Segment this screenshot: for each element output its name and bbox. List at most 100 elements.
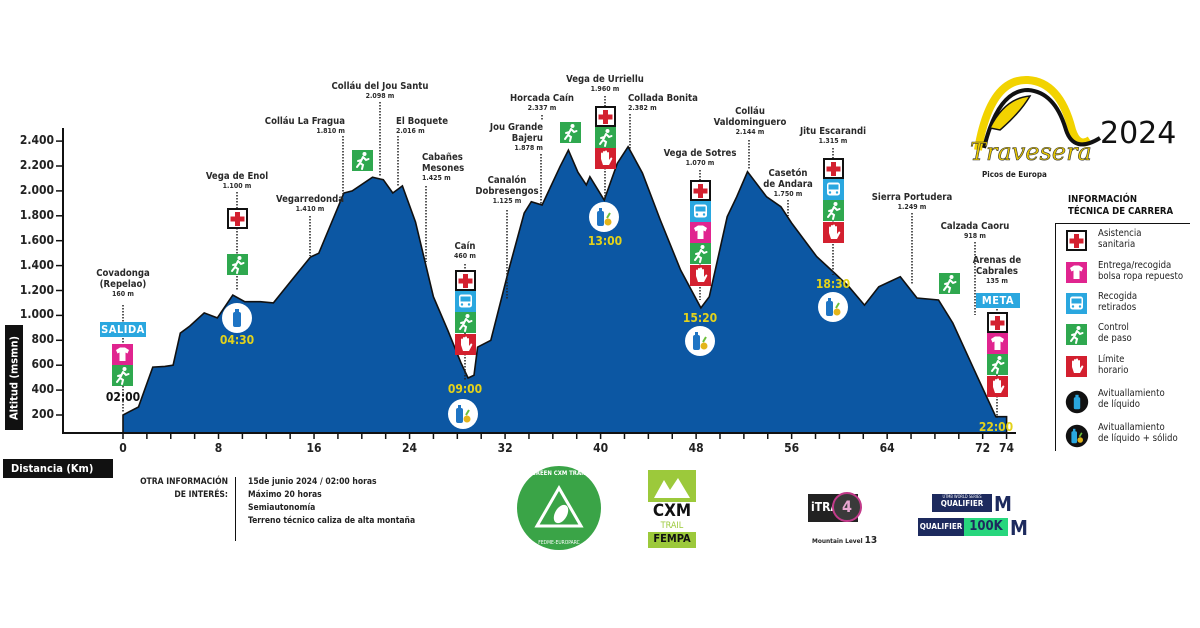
x-tick-label: 40	[593, 441, 609, 455]
liquid-icon	[1065, 390, 1089, 414]
waypoint-elevation: 1.750 m	[773, 190, 803, 198]
water-and-food-icon	[685, 326, 715, 356]
info-heading: OTRA INFORMACIÓN DE INTERÉS:	[140, 477, 228, 500]
x-tick-label: 48	[688, 441, 704, 455]
itra-level: 4	[832, 492, 862, 522]
waypoint-elevation: 1.425 m	[422, 174, 451, 182]
bus-icon	[1066, 293, 1087, 314]
y-tick-label: 1.000	[19, 307, 54, 322]
runner-icon	[595, 127, 616, 148]
waypoint-name: Vegarredonda	[276, 194, 344, 205]
waypoint-elevation: 1.125 m	[492, 197, 522, 205]
y-tick-label: 400	[31, 382, 54, 397]
waypoint-label: Cabañes Mesones 1.425 m	[422, 152, 464, 183]
solid-icon	[1065, 424, 1089, 448]
info-line-max: Máximo 20 horas	[248, 490, 322, 500]
waypoint-label: Covadonga (Repelao) 160 m	[68, 268, 178, 299]
info-line-autonomy: Semiautonomía	[248, 503, 316, 513]
waypoint-elevation: 1.410 m	[295, 205, 325, 213]
waypoint-name: Jou Grande Bajeru	[489, 122, 543, 144]
medical-icon	[595, 106, 616, 127]
y-tick-label: 1.200	[19, 282, 54, 297]
waypoint-elevation: 1.249 m	[897, 203, 927, 211]
hand-icon	[455, 334, 476, 355]
waypoint-elevation: 1.070 m	[685, 159, 715, 167]
runner-icon	[227, 254, 248, 275]
y-tick-label: 200	[31, 407, 54, 421]
x-axis-title: Distancia (Km)	[3, 459, 113, 478]
waypoint-name: Vega de Enol	[205, 171, 269, 182]
shirt-icon	[987, 333, 1008, 354]
y-axis-title: Altitud (msmn)	[5, 325, 23, 430]
itra-caption: Mountain Level 13	[812, 535, 877, 546]
waypoint-label: Vega de Sotres 1.070 m	[645, 148, 755, 168]
waypoint-elevation: 1.960 m	[590, 85, 620, 93]
legend-item-label: Recogida retirados	[1098, 291, 1138, 313]
legend-item-label: Avituallamiento de líquido	[1098, 388, 1165, 410]
y-tick-label: 2.000	[19, 182, 54, 197]
waypoint-elevation: 460 m	[454, 252, 476, 260]
waypoint-elevation: 1.810 m	[316, 127, 345, 135]
checkpoint-time: 22:00	[978, 420, 1014, 434]
itra-logo: iTRA 4	[808, 492, 862, 522]
checkpoint-time: 04:30	[219, 333, 255, 347]
x-tick-label: 8	[214, 441, 223, 455]
x-tick-label: 16	[306, 441, 322, 455]
water-bottle-icon	[222, 303, 252, 333]
cxm-text: CXM	[652, 501, 692, 521]
legend-item-label: Control de paso	[1098, 322, 1132, 344]
itra-caption-number: 13	[864, 535, 878, 546]
x-tick-label: 72	[975, 441, 991, 455]
waypoint-label: Jou Grande Bajeru 1.878 m	[489, 122, 543, 153]
waypoint-label: Vega de Enol 1.100 m	[182, 171, 292, 191]
shirt-icon	[690, 222, 711, 243]
waypoint-elevation: 1.315 m	[818, 137, 848, 145]
green-cxm-top-text: GREEN CXM TRAIL	[531, 470, 587, 477]
waypoint-name: Colláu La Fragua	[264, 116, 345, 127]
waypoint-name: Canalón Dobresengos	[475, 175, 539, 197]
travesera-sub: Picos de Europa	[982, 170, 1047, 179]
runner-icon	[1066, 324, 1087, 345]
travesera-logo-graphic	[974, 75, 1102, 151]
y-tick-label: 2.200	[19, 158, 54, 172]
leaf-triangle-icon	[534, 485, 584, 528]
start-badge: SALIDA	[100, 322, 146, 337]
waypoint-label: Colláu del Jou Santu 2.098 m	[325, 81, 435, 101]
info-line-terrain: Terreno técnico caliza de alta montaña	[248, 516, 416, 526]
y-tick-label: 2.400	[19, 133, 54, 148]
legend-divider-h	[1055, 223, 1190, 224]
info-line-date: 15de junio 2024 / 02:00 horas	[248, 477, 377, 487]
waypoint-name: Vega de Urriellu	[566, 74, 644, 85]
utmb-m-2: M	[1010, 516, 1028, 540]
waypoint-name: Jitu Escarandi	[799, 126, 867, 137]
medical-icon	[455, 270, 476, 291]
y-tick-label: 600	[31, 357, 54, 372]
itra-text: iTRA	[811, 500, 839, 514]
legend-title: INFORMACIÓN TÉCNICA DE CARRERA	[1068, 194, 1174, 217]
waypoint-elevation: 135 m	[986, 277, 1008, 285]
bus-icon	[455, 291, 476, 312]
info-divider	[235, 477, 236, 541]
y-tick-label: 1.600	[19, 232, 54, 247]
runner-icon	[823, 200, 844, 221]
medical-icon	[823, 158, 844, 179]
utmb-series-badge: UTMB WORLD SERIES QUALIFIER	[932, 494, 992, 512]
waypoint-name: El Boquete	[396, 116, 449, 127]
waypoint-name: Colláu del Jou Santu	[331, 81, 429, 92]
checkpoint-time: 02:00	[105, 390, 141, 404]
utmb-qualifier-2: QUALIFIER	[918, 518, 964, 536]
waypoint-label: Calzada Caoru 918 m	[920, 221, 1030, 241]
hand-icon	[690, 265, 711, 286]
waypoint-elevation: 2.382 m	[628, 104, 657, 112]
waypoint-elevation: 160 m	[112, 290, 134, 298]
waypoint-name: Collada Bonita	[628, 93, 698, 104]
bus-icon	[690, 201, 711, 222]
checkpoint-time: 15:20	[682, 311, 718, 325]
green-cxm-bottom-text: FEDME-EUROPARC	[538, 540, 580, 546]
waypoint-name: Arenas de Cabrales	[972, 255, 1022, 277]
runner-icon	[939, 273, 960, 294]
mountain-icon	[648, 470, 696, 502]
waypoint-name: Colláu Valdominguero	[713, 106, 787, 128]
legend-item-label: Avituallamiento de líquido + sólido	[1098, 422, 1178, 444]
